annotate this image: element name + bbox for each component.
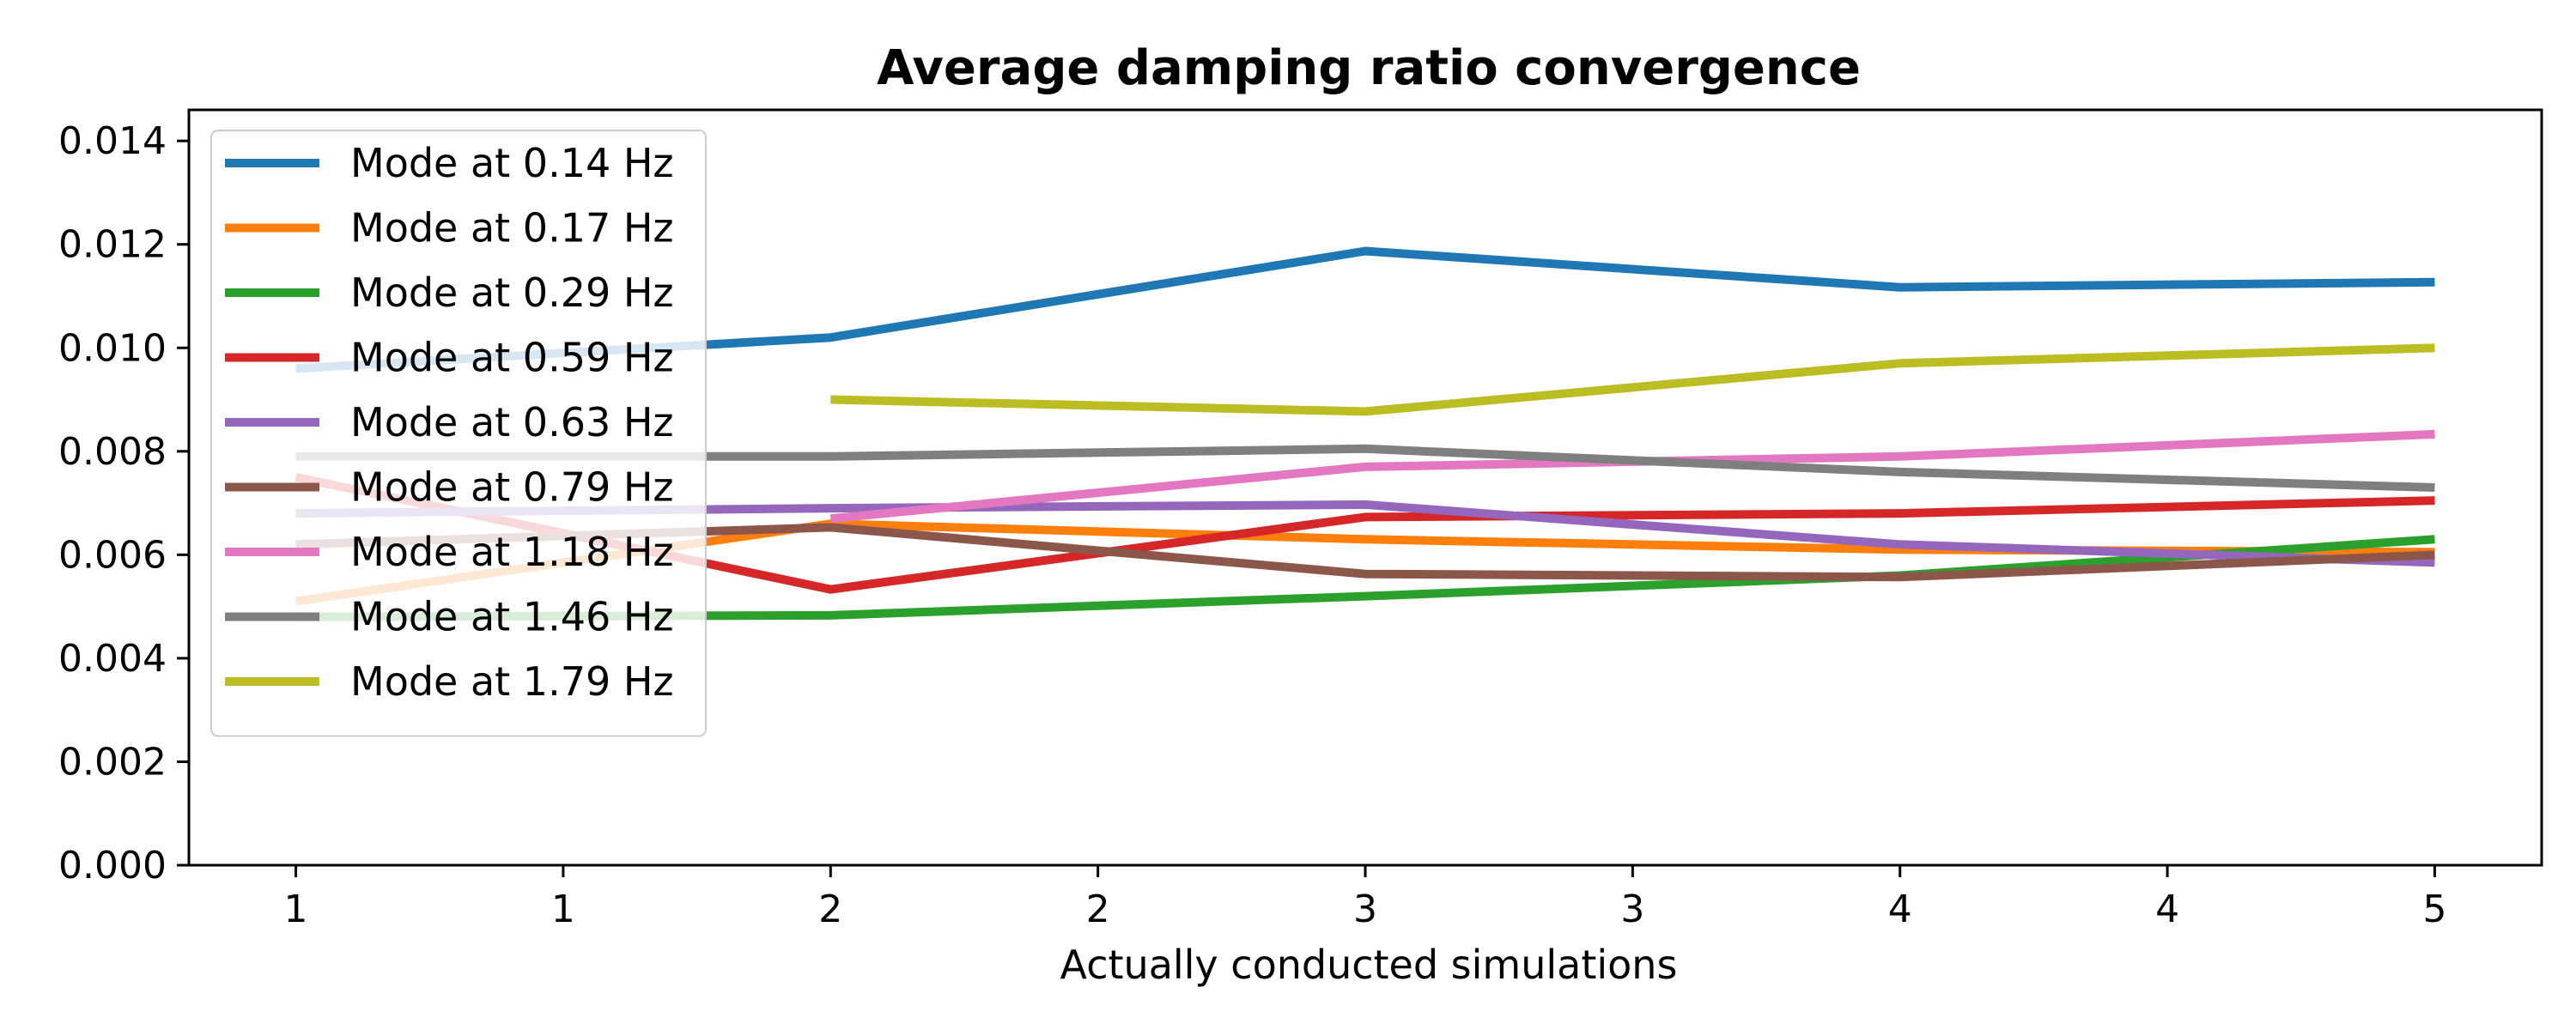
x-tick-label: 4 bbox=[2155, 888, 2179, 931]
legend-entry-label: Mode at 0.14 Hz bbox=[350, 140, 674, 186]
x-tick-label: 1 bbox=[284, 888, 308, 931]
x-axis-label: Actually conducted simulations bbox=[1060, 942, 1678, 988]
x-axis: 1 1 2 2 3 3 4 4 5 bbox=[284, 865, 2446, 931]
legend-entry-label: Mode at 0.17 Hz bbox=[350, 205, 674, 251]
legend-entry-label: Mode at 1.18 Hz bbox=[350, 529, 674, 575]
x-tick-label: 5 bbox=[2422, 888, 2446, 931]
y-tick-label: 0.000 bbox=[58, 844, 167, 888]
legend-entry-label: Mode at 1.46 Hz bbox=[350, 594, 674, 640]
y-tick-label: 0.008 bbox=[58, 430, 167, 474]
x-tick-label: 1 bbox=[551, 888, 575, 931]
chart-title: Average damping ratio convergence bbox=[877, 40, 1861, 96]
x-tick-label: 3 bbox=[1620, 888, 1644, 931]
y-tick-label: 0.012 bbox=[58, 223, 167, 267]
y-tick-label: 0.002 bbox=[58, 740, 167, 784]
legend-entry-label: Mode at 0.79 Hz bbox=[350, 464, 674, 511]
series-line-8 bbox=[830, 343, 2435, 416]
y-tick-label: 0.010 bbox=[58, 326, 167, 370]
y-tick-label: 0.014 bbox=[58, 119, 167, 163]
x-tick-label: 2 bbox=[1086, 888, 1110, 931]
x-tick-label: 4 bbox=[1888, 888, 1912, 931]
legend-box bbox=[210, 130, 707, 737]
y-axis: 0.000 0.002 0.004 0.006 0.008 0.010 0.012 0.014 bbox=[58, 119, 189, 888]
legend-entry-label: Mode at 0.63 Hz bbox=[350, 399, 674, 445]
legend-entry-label: Mode at 0.29 Hz bbox=[350, 270, 674, 316]
x-tick-label: 3 bbox=[1353, 888, 1377, 931]
legend-entry-label: Mode at 0.59 Hz bbox=[350, 335, 674, 381]
x-tick-label: 2 bbox=[818, 888, 842, 931]
legend: Mode at 0.14 Hz Mode at 0.17 Hz Mode at 0.… bbox=[210, 130, 707, 737]
legend-entry-label: Mode at 1.79 Hz bbox=[350, 658, 674, 705]
y-tick-label: 0.006 bbox=[58, 533, 167, 577]
y-tick-label: 0.004 bbox=[58, 637, 167, 681]
